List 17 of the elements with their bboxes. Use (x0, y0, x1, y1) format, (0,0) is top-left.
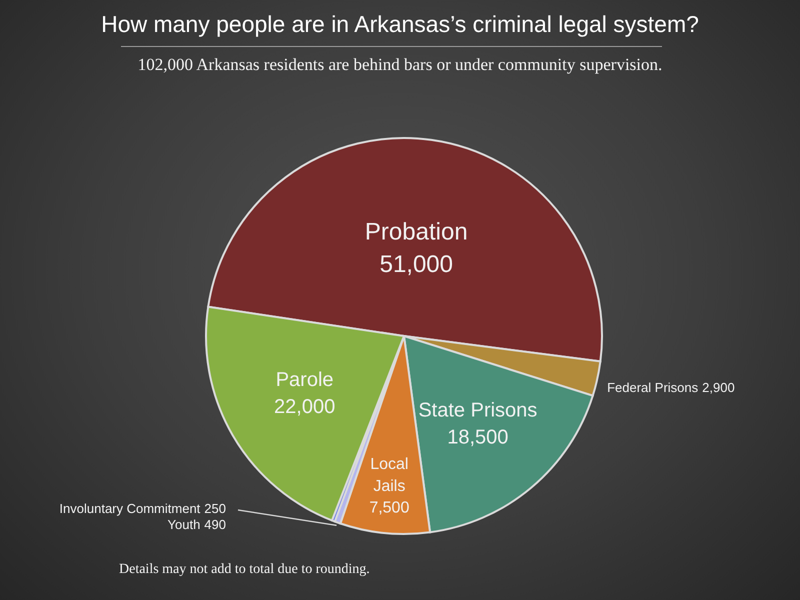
slice-label: Local Jails (370, 456, 408, 494)
slice-label: Federal Prisons (607, 379, 699, 394)
data-label: 18,500 (447, 426, 508, 448)
slice-label: Probation (364, 218, 468, 246)
slice-label: Youth (168, 516, 200, 532)
slice-label: Involuntary Commitment (59, 500, 201, 516)
chart-title: How many people are in Arkansas’s criminal legal system? (100, 10, 700, 39)
slice-label: Parole (276, 369, 334, 392)
chart-subtitle: 102,000 Arkansas residents are behind bars or under community supervision. (136, 54, 664, 76)
data-label: 51,000 (380, 250, 454, 278)
data-label: 250 (204, 500, 226, 516)
data-label: 2,900 (702, 379, 735, 394)
data-label: 490 (204, 516, 226, 532)
data-label: 22,000 (274, 396, 336, 418)
data-label: 7,500 (369, 498, 410, 516)
slice-label: State Prisons (418, 399, 538, 422)
text: Details may not add to total due to rounding. (119, 561, 370, 579)
